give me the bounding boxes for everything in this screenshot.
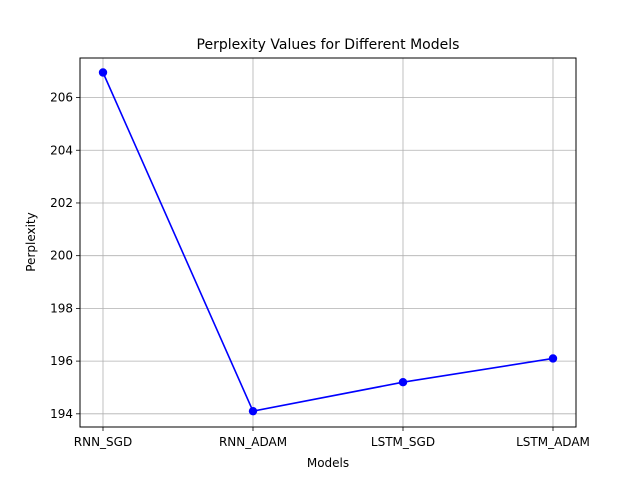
grid-lines [80,58,576,427]
y-tick-label: 196 [50,354,73,368]
chart-title: Perplexity Values for Different Models [197,37,460,53]
x-tick-label: RNN_SGD [74,435,132,449]
y-tick-label: 198 [50,301,73,315]
series-line [102,72,554,413]
y-tick-label: 194 [50,407,73,421]
data-point [398,377,408,387]
x-axis-label: Models [307,456,349,470]
plot-frame [79,57,577,428]
y-tick-label: 206 [50,91,73,105]
x-axis: RNN_SGD RNN_ADAM LSTM_SGD LSTM_ADAM [74,427,590,449]
data-point [248,406,258,416]
data-point [98,68,108,77]
series-layer [98,68,558,416]
data-point [548,354,558,363]
y-tick-label: 200 [50,249,73,263]
y-tick-label: 202 [50,196,73,210]
y-tick-label: 204 [50,143,73,157]
x-tick-label: LSTM_ADAM [516,435,590,449]
y-axis: 194 196 198 200 202 204 206 [50,91,80,421]
x-tick-label: LSTM_SGD [371,435,435,449]
x-tick-label: RNN_ADAM [219,435,287,449]
y-axis-label: Perplexity [24,212,38,272]
